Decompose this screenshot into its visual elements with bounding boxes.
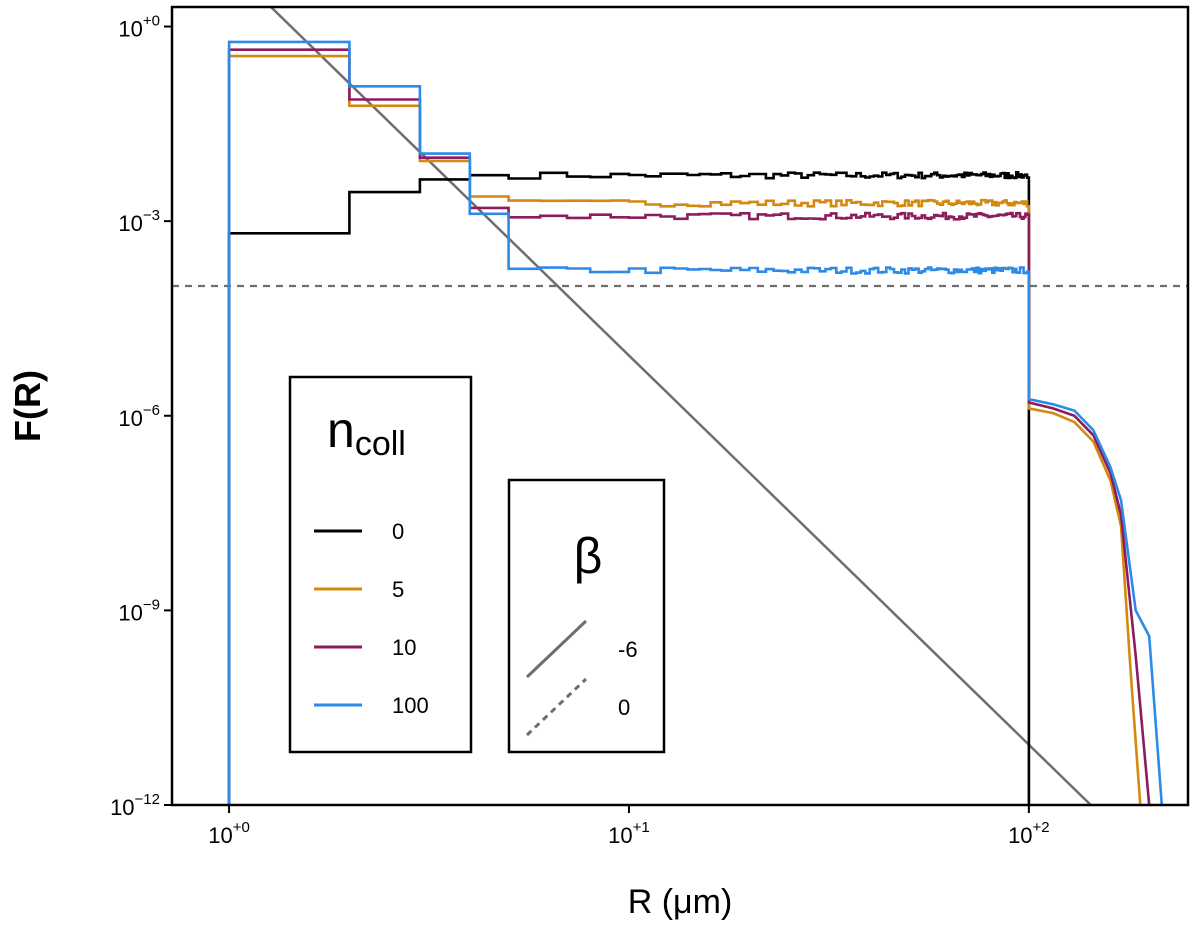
plot-frame	[170, 5, 1190, 807]
legend-beta-swatch-dashed	[525, 677, 588, 737]
legend-beta-swatch-solid	[525, 619, 588, 679]
legend-beta-label--6: -6	[618, 637, 638, 662]
legend-ncoll-box	[288, 375, 473, 754]
y-tick-label-−12: 10−12	[110, 791, 160, 820]
legend-beta-box	[507, 478, 666, 754]
plot-marks	[172, 7, 1188, 805]
reference-line-beta-minus-6	[269, 7, 1093, 805]
legend-ncoll-label-10: 10	[392, 635, 416, 660]
x-axis-title: R (μm)	[628, 883, 733, 921]
legend-ncoll-title: ncoll	[327, 402, 406, 463]
y-tick-label-+0: 10+0	[118, 13, 160, 42]
x-tick-label-+0: 10+0	[208, 819, 250, 848]
axes: 10+0 10+1 10+2 10+0 10−3 10−6 10−9 10−12	[110, 13, 1050, 848]
series-line-ncoll-10	[227, 48, 1151, 805]
legend-beta-label-0: 0	[618, 695, 630, 720]
x-tick-label-+2: 10+2	[1008, 819, 1050, 848]
series-line-ncoll-0	[227, 171, 1031, 805]
legend-ncoll: ncoll 0 5 10 100	[288, 375, 473, 754]
y-tick-label-−3: 10−3	[118, 207, 160, 236]
series-line-ncoll-5	[227, 54, 1142, 805]
y-axis-title: F(R)	[7, 370, 48, 442]
series-line-ncoll-100	[227, 40, 1164, 805]
x-tick-label-+1: 10+1	[608, 819, 650, 848]
legend-ncoll-label-100: 100	[392, 693, 429, 718]
legend-beta-title: β	[574, 528, 603, 584]
y-tick-label-−6: 10−6	[118, 402, 160, 431]
y-tick-label-−9: 10−9	[118, 596, 160, 625]
legend-beta: β -6 0	[507, 478, 666, 754]
legend-ncoll-label-5: 5	[392, 577, 404, 602]
legend-ncoll-label-0: 0	[392, 519, 404, 544]
